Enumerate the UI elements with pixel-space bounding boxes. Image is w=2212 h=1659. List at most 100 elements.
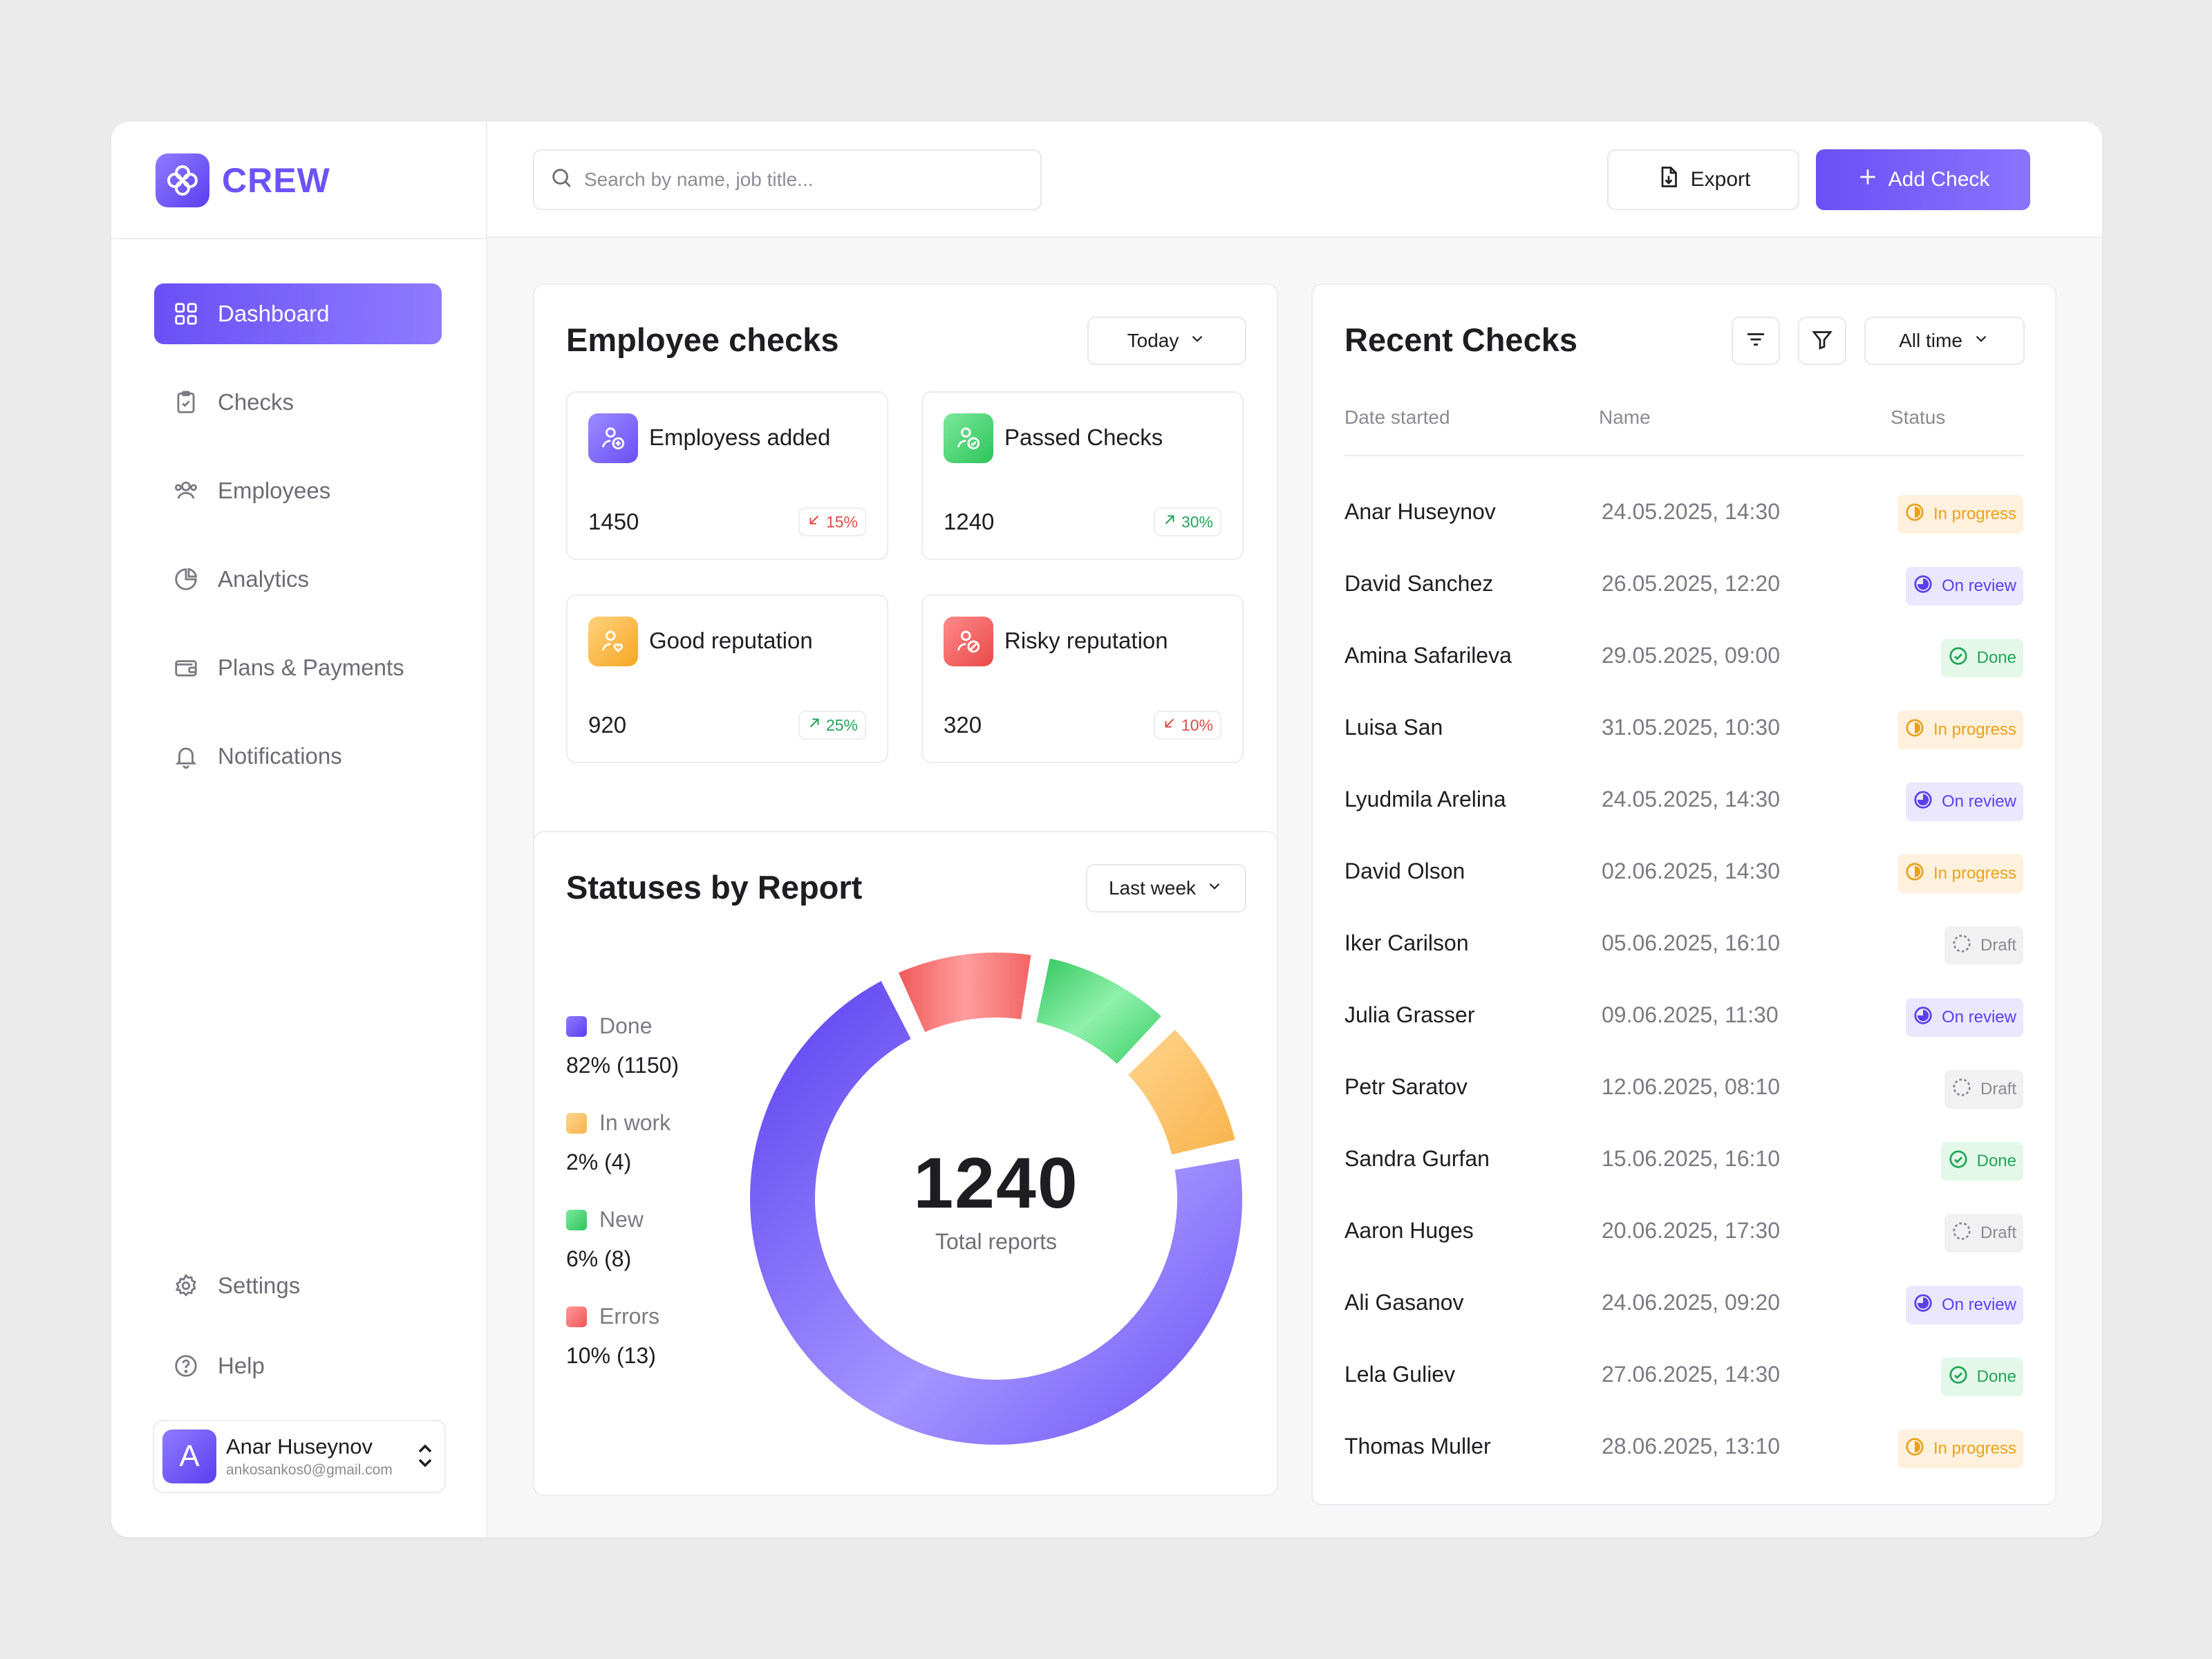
export-button[interactable]: Export <box>1607 149 1799 210</box>
status-badge: On review <box>1905 567 2023 606</box>
row-name: Lela Guliev <box>1344 1362 1456 1387</box>
table-row[interactable]: Thomas Muller 28.06.2025, 13:10 In progres… <box>1344 1413 2023 1485</box>
sidebar-item-label: Notifications <box>218 743 342 769</box>
donut-center: 1240 Total reports <box>740 943 1252 1454</box>
donut-slice-in-work[interactable] <box>1121 1022 1241 1161</box>
legend-value: 6% (8) <box>566 1246 632 1271</box>
status-label: In progress <box>1933 1439 2016 1458</box>
logo[interactable]: CREW <box>156 153 330 207</box>
column-header-date[interactable]: Date started <box>1344 406 1450 428</box>
sidebar-item-analytics[interactable]: Analytics <box>154 549 442 610</box>
sort-button[interactable] <box>1732 317 1780 365</box>
legend-swatch <box>566 1209 587 1230</box>
sidebar-item-label: Dashboard <box>218 301 330 326</box>
table-row[interactable]: Iker Carilson 05.06.2025, 16:10 Draft <box>1344 910 2023 982</box>
stat-card-passed-checks[interactable]: Passed Checks 1240 30% <box>921 391 1244 560</box>
table-row[interactable]: Aaron Huges 20.06.2025, 17:30 Draft <box>1344 1197 2023 1269</box>
row-date: 20.06.2025, 17:30 <box>1602 1218 1781 1243</box>
row-name: David Sanchez <box>1344 571 1494 596</box>
table-row[interactable]: Amina Safarileva 29.05.2025, 09:00 Done <box>1344 622 2023 694</box>
user-account-switcher[interactable]: A Anar Huseynov ankosankos0@gmail.com <box>153 1420 446 1493</box>
row-name: Amina Safarileva <box>1344 643 1512 668</box>
arrow-down-left-icon <box>807 512 826 532</box>
sidebar-item-dashboard[interactable]: Dashboard <box>154 283 442 344</box>
add-check-button[interactable]: Add Check <box>1816 149 2030 210</box>
sidebar-nav: Dashboard Checks Employees Analytics <box>154 283 442 814</box>
row-name: Ali Gasanov <box>1344 1290 1464 1315</box>
user-check-icon <box>944 413 993 463</box>
table-row[interactable]: Lyudmila Arelina 24.05.2025, 14:30 On revi… <box>1344 766 2023 838</box>
recent-checks-period-dropdown[interactable]: All time <box>1864 317 2025 365</box>
chevron-up-down-icon <box>415 1442 435 1473</box>
stat-delta: 15% <box>798 507 866 536</box>
dropdown-value: All time <box>1899 330 1962 351</box>
table-row[interactable]: Luisa San 31.05.2025, 10:30 In progress <box>1344 694 2023 766</box>
stat-card-employees-added[interactable]: Employess added 1450 15% <box>566 391 888 560</box>
status-label: Draft <box>1980 1224 2016 1242</box>
sidebar-item-help[interactable]: Help <box>154 1335 442 1396</box>
row-name: Sandra Gurfan <box>1344 1146 1490 1171</box>
employee-checks-period-dropdown[interactable]: Today <box>1087 317 1246 365</box>
status-label: Draft <box>1980 936 2016 955</box>
row-date: 05.06.2025, 16:10 <box>1602 930 1781 955</box>
status-label: On review <box>1941 1295 2016 1314</box>
dashed-circle-icon <box>1951 1077 1980 1103</box>
table-row[interactable]: David Olson 02.06.2025, 14:30 In progress <box>1344 838 2023 910</box>
stat-card-good-reputation[interactable]: Good reputation 920 25% <box>566 594 888 763</box>
sidebar-item-notifications[interactable]: Notifications <box>154 726 442 787</box>
legend-item-in-work: In work 2% (4) <box>566 1110 671 1175</box>
sidebar-item-label: Plans & Payments <box>218 655 404 680</box>
sidebar-item-employees[interactable]: Employees <box>154 460 442 521</box>
stat-delta-value: 10% <box>1181 715 1213 734</box>
status-label: Done <box>1976 648 2016 667</box>
status-label: On review <box>1941 792 2016 811</box>
review-circle-icon <box>1913 574 1942 599</box>
table-row[interactable]: Julia Grasser 09.06.2025, 11:30 On review <box>1344 982 2023 1053</box>
legend-value: 10% (13) <box>566 1343 656 1368</box>
table-row[interactable]: Sandra Gurfan 15.06.2025, 16:10 Done <box>1344 1125 2023 1197</box>
sidebar-bottom-nav: Settings Help <box>154 1255 442 1416</box>
plus-icon <box>1857 166 1888 194</box>
status-badge: In progress <box>1897 1430 2023 1468</box>
stat-value: 1450 <box>588 509 639 534</box>
search-input[interactable]: Search by name, job title... <box>533 149 1042 210</box>
status-badge: On review <box>1905 1286 2023 1324</box>
sidebar-item-checks[interactable]: Checks <box>154 372 442 433</box>
chevron-down-icon <box>1196 877 1224 900</box>
table-row[interactable]: Anar Huseynov 24.05.2025, 14:30 In progres… <box>1344 478 2023 550</box>
row-date: 27.06.2025, 14:30 <box>1602 1362 1781 1387</box>
sidebar-item-plans-payments[interactable]: Plans & Payments <box>154 637 442 698</box>
stat-card-risky-reputation[interactable]: Risky reputation 320 10% <box>921 594 1244 763</box>
row-date: 28.06.2025, 13:10 <box>1602 1434 1781 1459</box>
stat-delta-value: 25% <box>825 715 858 734</box>
statuses-period-dropdown[interactable]: Last week <box>1086 864 1246 912</box>
status-label: In progress <box>1933 505 2016 523</box>
table-row[interactable]: David Sanchez 26.05.2025, 12:20 On review <box>1344 550 2023 622</box>
status-badge: In progress <box>1897 495 2023 534</box>
column-header-name[interactable]: Name <box>1599 406 1651 428</box>
stat-label: Good reputation <box>649 628 813 653</box>
donut-slice-errors[interactable] <box>892 947 1038 1039</box>
legend-label: New <box>599 1207 644 1232</box>
add-check-label: Add Check <box>1888 168 1990 191</box>
column-header-status[interactable]: Status <box>1891 406 1946 428</box>
filter-button[interactable] <box>1798 317 1846 365</box>
donut-total-value: 1240 <box>913 1143 1079 1224</box>
avatar: A <box>162 1430 216 1483</box>
sidebar-item-label: Analytics <box>218 566 310 592</box>
table-row[interactable]: Petr Saratov 12.06.2025, 08:10 Draft <box>1344 1053 2023 1125</box>
user-heart-icon <box>588 617 638 666</box>
table-row[interactable]: Ali Gasanov 24.06.2025, 09:20 On review <box>1344 1269 2023 1341</box>
legend-label: Errors <box>599 1304 660 1329</box>
donut-slice-new[interactable] <box>1030 952 1168 1071</box>
recent-checks-panel: Recent Checks All time Date started Name… <box>1311 283 2056 1506</box>
user-info: Anar Huseynov ankosankos0@gmail.com <box>226 1434 393 1479</box>
employee-checks-title: Employee checks <box>566 321 839 358</box>
sidebar-item-settings[interactable]: Settings <box>154 1255 442 1316</box>
dropdown-value: Last week <box>1108 877 1197 899</box>
donut-slice-done[interactable] <box>744 974 1248 1450</box>
pie-chart-icon <box>172 565 200 593</box>
progress-half-icon <box>1904 502 1933 527</box>
table-row[interactable]: Lela Guliev 27.06.2025, 14:30 Done <box>1344 1341 2023 1413</box>
legend-label: In work <box>599 1110 671 1135</box>
